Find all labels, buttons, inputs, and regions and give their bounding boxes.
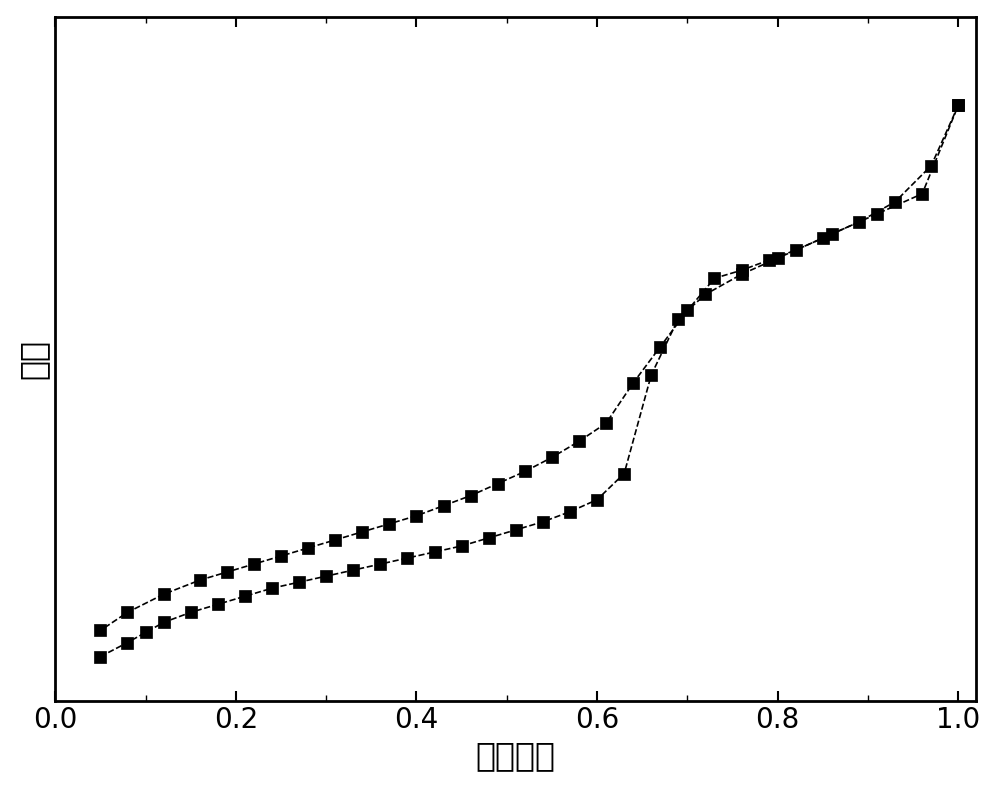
- Y-axis label: 体积: 体积: [17, 338, 50, 379]
- X-axis label: 相对压力: 相对压力: [476, 739, 556, 772]
